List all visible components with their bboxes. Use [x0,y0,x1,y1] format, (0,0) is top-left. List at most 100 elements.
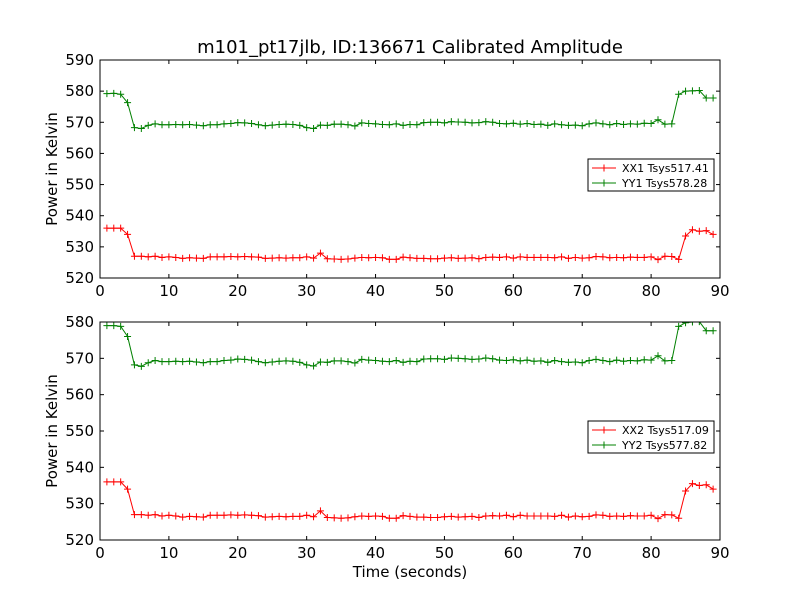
data-point-marker [103,224,111,232]
data-point-marker [695,322,703,326]
data-point-marker [241,119,249,127]
y-tick-label: 560 [65,386,94,404]
data-point-marker [358,119,366,127]
data-point-marker [158,512,166,520]
data-point-marker [392,357,400,365]
data-point-marker [227,356,235,364]
data-point-marker [344,255,352,263]
data-point-marker [626,357,634,365]
data-point-marker [592,119,600,127]
data-point-marker [675,255,683,263]
data-point-marker [227,511,235,519]
data-point-marker [254,358,262,366]
data-point-marker [268,254,276,262]
data-point-marker [344,358,352,366]
data-point-marker [323,255,331,263]
data-point-marker [130,361,138,369]
data-point-marker [406,120,414,128]
data-point-marker [427,255,435,263]
legend: XX2 Tsys517.09 YY2 Tsys577.82 [587,420,715,454]
data-point-marker [165,511,173,519]
y-tick-label: 560 [65,144,94,162]
data-point-marker [151,357,159,365]
x-tick-label: 90 [710,282,729,300]
legend-marker [600,426,608,434]
data-point-marker [489,253,497,261]
data-point-marker [509,356,517,364]
data-point-marker [654,352,662,360]
data-point-marker [682,487,690,495]
figure-title: m101_pt17jlb, ID:136671 Calibrated Ampli… [197,37,623,58]
data-point-marker [447,354,455,362]
legend-box [587,158,715,192]
data-point-marker [213,358,221,366]
data-point-marker [544,358,552,366]
data-point-marker [709,327,717,335]
data-point-marker [468,355,476,363]
y-tick-label: 550 [65,176,94,194]
data-point-marker [661,252,669,260]
data-point-marker [661,120,669,128]
data-point-marker [248,511,256,519]
data-point-marker [337,120,345,128]
data-point-marker [316,358,324,366]
data-point-marker [564,254,572,262]
data-point-marker [158,253,166,261]
data-point-marker [165,358,173,366]
data-point-marker [516,511,524,519]
data-point-marker [213,121,221,129]
data-point-marker [688,87,696,95]
data-point-marker [558,121,566,129]
data-point-marker [702,94,710,102]
data-point-marker [358,355,366,363]
data-point-marker [564,121,572,129]
data-point-marker [682,322,690,327]
x-tick-label: 0 [95,282,105,300]
data-point-marker [275,357,283,365]
data-point-marker [206,253,214,261]
data-point-marker [199,359,207,367]
data-point-marker [502,357,510,365]
data-point-marker [633,120,641,128]
data-point-marker [337,357,345,365]
data-point-marker [137,362,145,370]
data-point-marker [179,121,187,129]
data-point-marker [275,120,283,128]
data-point-marker [530,357,538,365]
data-point-marker [227,120,235,128]
data-point-marker [599,253,607,261]
data-point-marker [620,357,628,365]
data-point-marker [399,121,407,129]
y-tick-label: 570 [65,349,94,367]
data-point-marker [413,254,421,262]
data-point-marker [585,254,593,262]
data-point-marker [496,356,504,364]
data-point-marker [406,357,414,365]
data-point-marker [310,513,318,521]
data-point-marker [482,354,490,362]
data-point-marker [709,485,717,493]
data-point-marker [186,512,194,520]
data-point-marker [261,359,269,367]
x-tick-label: 40 [366,544,385,562]
data-point-marker [413,358,421,366]
data-point-marker [434,355,442,363]
data-point-marker [613,356,621,364]
data-point-marker [261,122,269,130]
data-point-marker [310,362,318,370]
data-point-marker [330,357,338,365]
data-point-marker [523,512,531,520]
data-point-marker [675,514,683,522]
data-point-marker [702,481,710,489]
data-point-marker [427,355,435,363]
data-point-marker [372,512,380,520]
data-point-marker [206,511,214,519]
legend-label: YY2 Tsys577.82 [621,439,707,452]
data-point-marker [447,254,455,262]
data-point-marker [640,512,648,520]
data-point-marker [571,121,579,129]
data-point-marker [254,512,262,520]
data-point-marker [626,253,634,261]
data-point-marker [316,121,324,129]
data-point-marker [461,118,469,126]
